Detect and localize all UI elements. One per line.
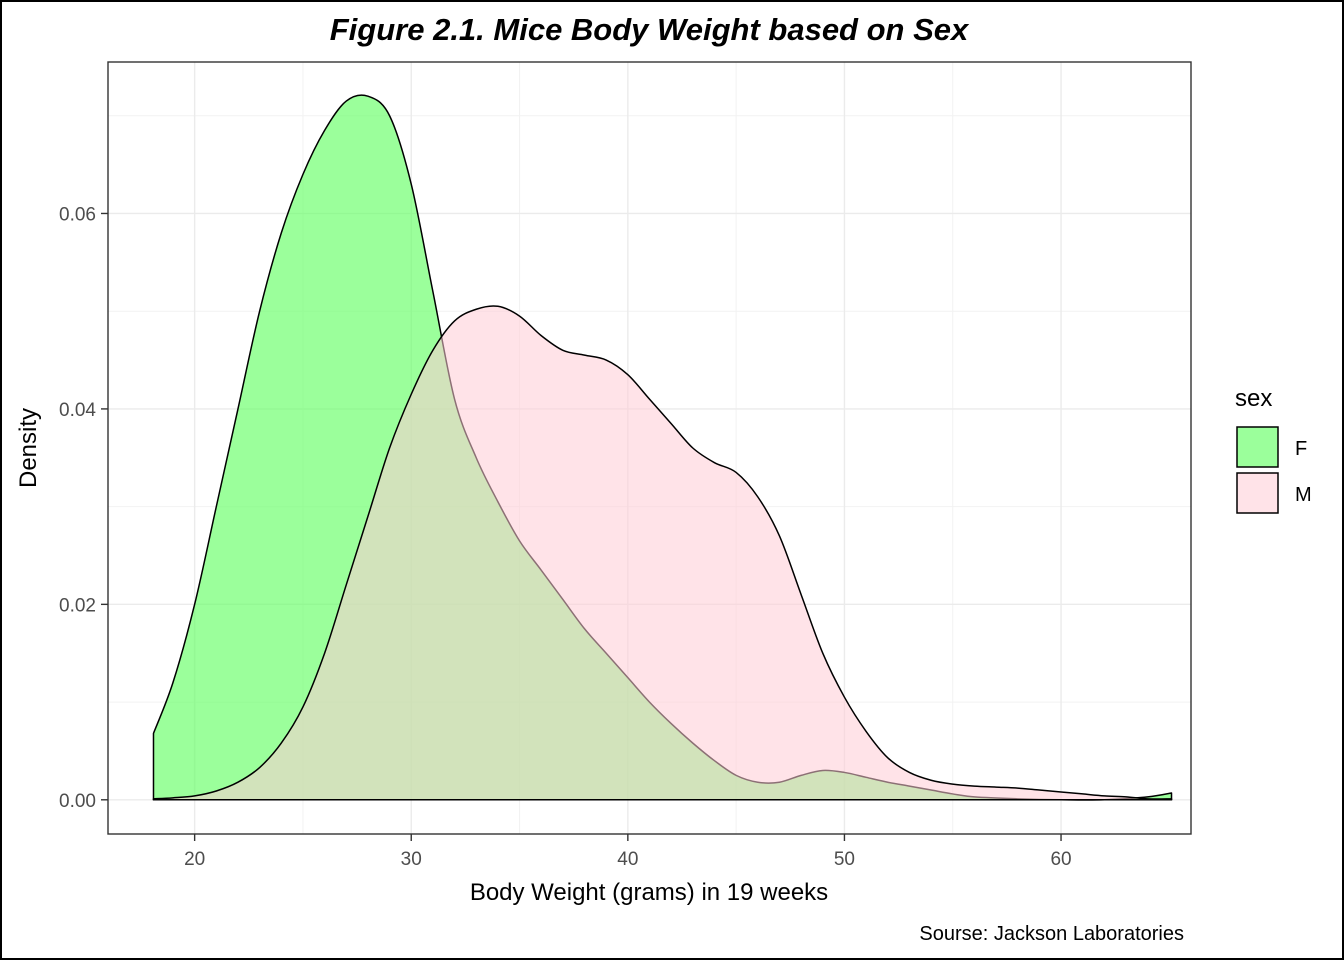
y-axis-title: Density bbox=[15, 408, 42, 488]
legend-swatch-m bbox=[1236, 472, 1279, 514]
x-tick-label: 40 bbox=[617, 849, 638, 870]
x-tick-label: 20 bbox=[184, 849, 205, 870]
chart-title: Figure 2.1. Mice Body Weight based on Se… bbox=[330, 12, 970, 47]
y-tick-label: 0.04 bbox=[59, 400, 96, 421]
legend-title: sex bbox=[1235, 385, 1272, 412]
legend-swatch-f bbox=[1236, 426, 1279, 468]
density-areas bbox=[152, 94, 1173, 801]
y-tick-label: 0.00 bbox=[59, 791, 96, 812]
x-axis-title: Body Weight (grams) in 19 weeks bbox=[470, 879, 828, 906]
x-tick-label: 60 bbox=[1050, 849, 1071, 870]
panel-border bbox=[107, 61, 1192, 835]
y-tick-label: 0.06 bbox=[59, 204, 96, 225]
y-tick-label: 0.02 bbox=[59, 595, 96, 616]
density-area-m bbox=[153, 305, 1172, 800]
legend-label-f: F bbox=[1295, 438, 1307, 460]
caption: Sourse: Jackson Laboratories bbox=[919, 923, 1184, 945]
axis-ticks: 20 30 40 50 60 0.00 0.02 0.04 0.06 bbox=[59, 204, 1072, 870]
legend-label-m: M bbox=[1295, 484, 1312, 506]
x-tick-label: 50 bbox=[834, 849, 855, 870]
legend: sex F M bbox=[1235, 385, 1312, 514]
x-tick-label: 30 bbox=[401, 849, 422, 870]
density-outline-m bbox=[152, 305, 1173, 801]
